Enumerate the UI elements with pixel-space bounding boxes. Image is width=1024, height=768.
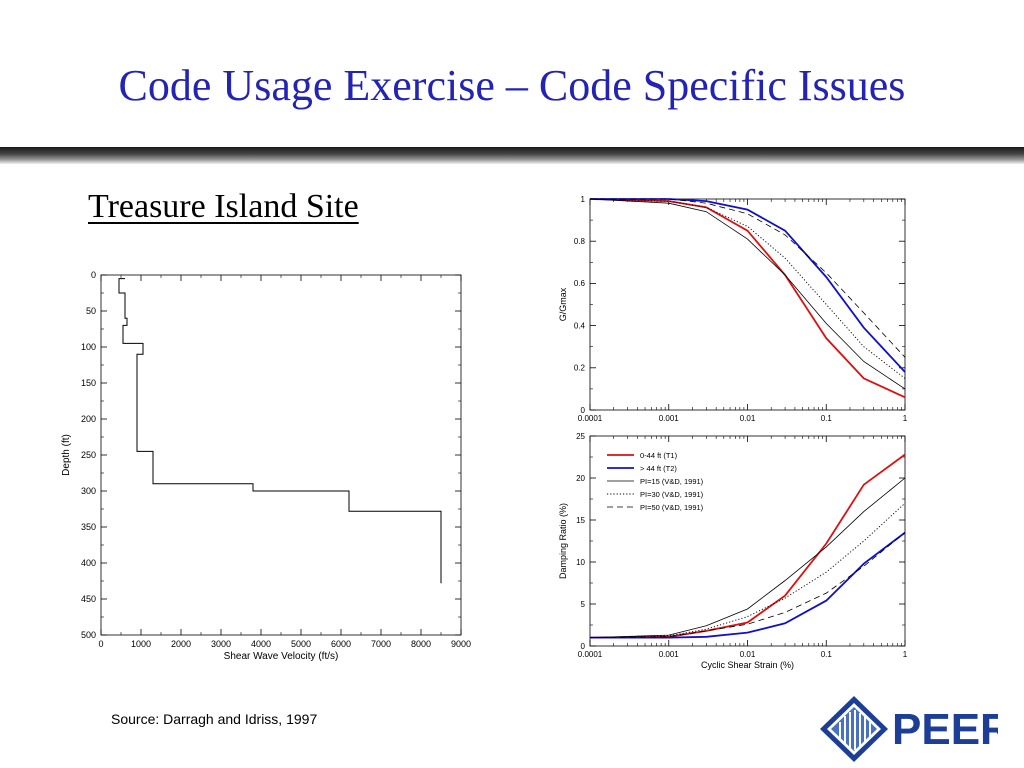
x-tick-label: 9000 (451, 639, 471, 649)
peer-logo: PEER (820, 696, 998, 762)
y-tick-label: 20 (576, 474, 585, 483)
series-line-pi-50-v-d-1991 (590, 198, 906, 358)
x-tick-label: 0.0001 (578, 650, 603, 659)
y-tick-label: 10 (576, 558, 585, 567)
legend-label: > 44 ft (T2) (640, 464, 677, 473)
y-tick-label: 400 (81, 558, 96, 568)
x-tick-label: 1 (903, 650, 908, 659)
series-line-pi-50-v-d-1991 (589, 532, 906, 638)
y-tick-label: 0.2 (574, 364, 586, 373)
x-tick-label: 7000 (371, 639, 391, 649)
x-axis-title: Shear Wave Velocity (ft/s) (224, 651, 339, 662)
x-tick-label: 1 (903, 414, 908, 423)
x-axis-title: Cyclic Shear Strain (%) (701, 660, 794, 670)
slide-subtitle: Treasure Island Site (88, 188, 359, 225)
y-tick-label: 300 (81, 486, 96, 496)
legend-label: PI=15 (V&D, 1991) (640, 477, 704, 486)
y-tick-label: 450 (81, 594, 96, 604)
x-tick-label: 4000 (251, 639, 271, 649)
x-tick-label: 0 (98, 639, 103, 649)
x-tick-label: 0.1 (821, 414, 833, 423)
y-tick-label: 500 (81, 630, 96, 640)
x-tick-label: 0.1 (821, 650, 833, 659)
x-tick-label: 5000 (291, 639, 311, 649)
y-tick-label: 5 (581, 600, 586, 609)
x-tick-label: 8000 (411, 639, 431, 649)
x-tick-label: 6000 (331, 639, 351, 649)
y-tick-label: 0.6 (574, 279, 586, 288)
x-tick-label: 0.01 (740, 414, 756, 423)
series-line-pi-30-v-d-1991 (589, 198, 906, 379)
y-tick-label: 150 (81, 378, 96, 388)
legend-label: 0-44 ft (T1) (640, 451, 678, 460)
slide-title: Code Usage Exercise – Code Specific Issu… (118, 61, 906, 110)
x-tick-label: 0.01 (740, 650, 756, 659)
y-axis-title: Depth (ft) (61, 434, 72, 476)
y-tick-label: 100 (81, 342, 96, 352)
series-line-pi-30-v-d-1991 (589, 502, 906, 639)
y-tick-label: 0 (581, 406, 586, 415)
x-tick-label: 0.0001 (578, 414, 603, 423)
series-line-vs-profile (118, 278, 442, 584)
y-tick-label: 25 (576, 432, 585, 441)
series-line-pi-15-v-d-1991 (589, 477, 906, 638)
peer-logo-emblem-icon (820, 696, 888, 762)
y-tick-label: 0 (581, 642, 586, 651)
plot-frame (589, 435, 906, 647)
x-tick-label: 0.001 (659, 414, 680, 423)
y-tick-label: 350 (81, 522, 96, 532)
y-tick-label: 1 (581, 195, 586, 204)
y-axis-title: G/Gmax (558, 287, 568, 321)
x-tick-label: 3000 (211, 639, 231, 649)
y-axis-title: Damping Ratio (%) (558, 503, 568, 579)
peer-logo-text: PEER (892, 705, 998, 754)
series-line-0-44-ft-t1 (589, 198, 906, 399)
legend-label: PI=50 (V&D, 1991) (640, 503, 704, 512)
source-citation: Source: Darragh and Idriss, 1997 (111, 711, 318, 727)
x-tick-label: 0.001 (659, 650, 680, 659)
series-line-pi-15-v-d-1991 (589, 198, 906, 390)
series-line-44-ft-t2 (590, 531, 906, 639)
title-divider-bar (0, 147, 1024, 164)
x-tick-label: 1000 (131, 639, 151, 649)
y-tick-label: 15 (576, 516, 585, 525)
y-tick-label: 0 (91, 270, 96, 280)
y-tick-label: 200 (81, 414, 96, 424)
y-tick-label: 50 (86, 306, 96, 316)
x-tick-label: 2000 (171, 639, 191, 649)
y-tick-label: 0.4 (574, 321, 586, 330)
y-tick-label: 250 (81, 450, 96, 460)
legend-label: PI=30 (V&D, 1991) (640, 490, 704, 499)
y-tick-label: 0.8 (574, 237, 586, 246)
